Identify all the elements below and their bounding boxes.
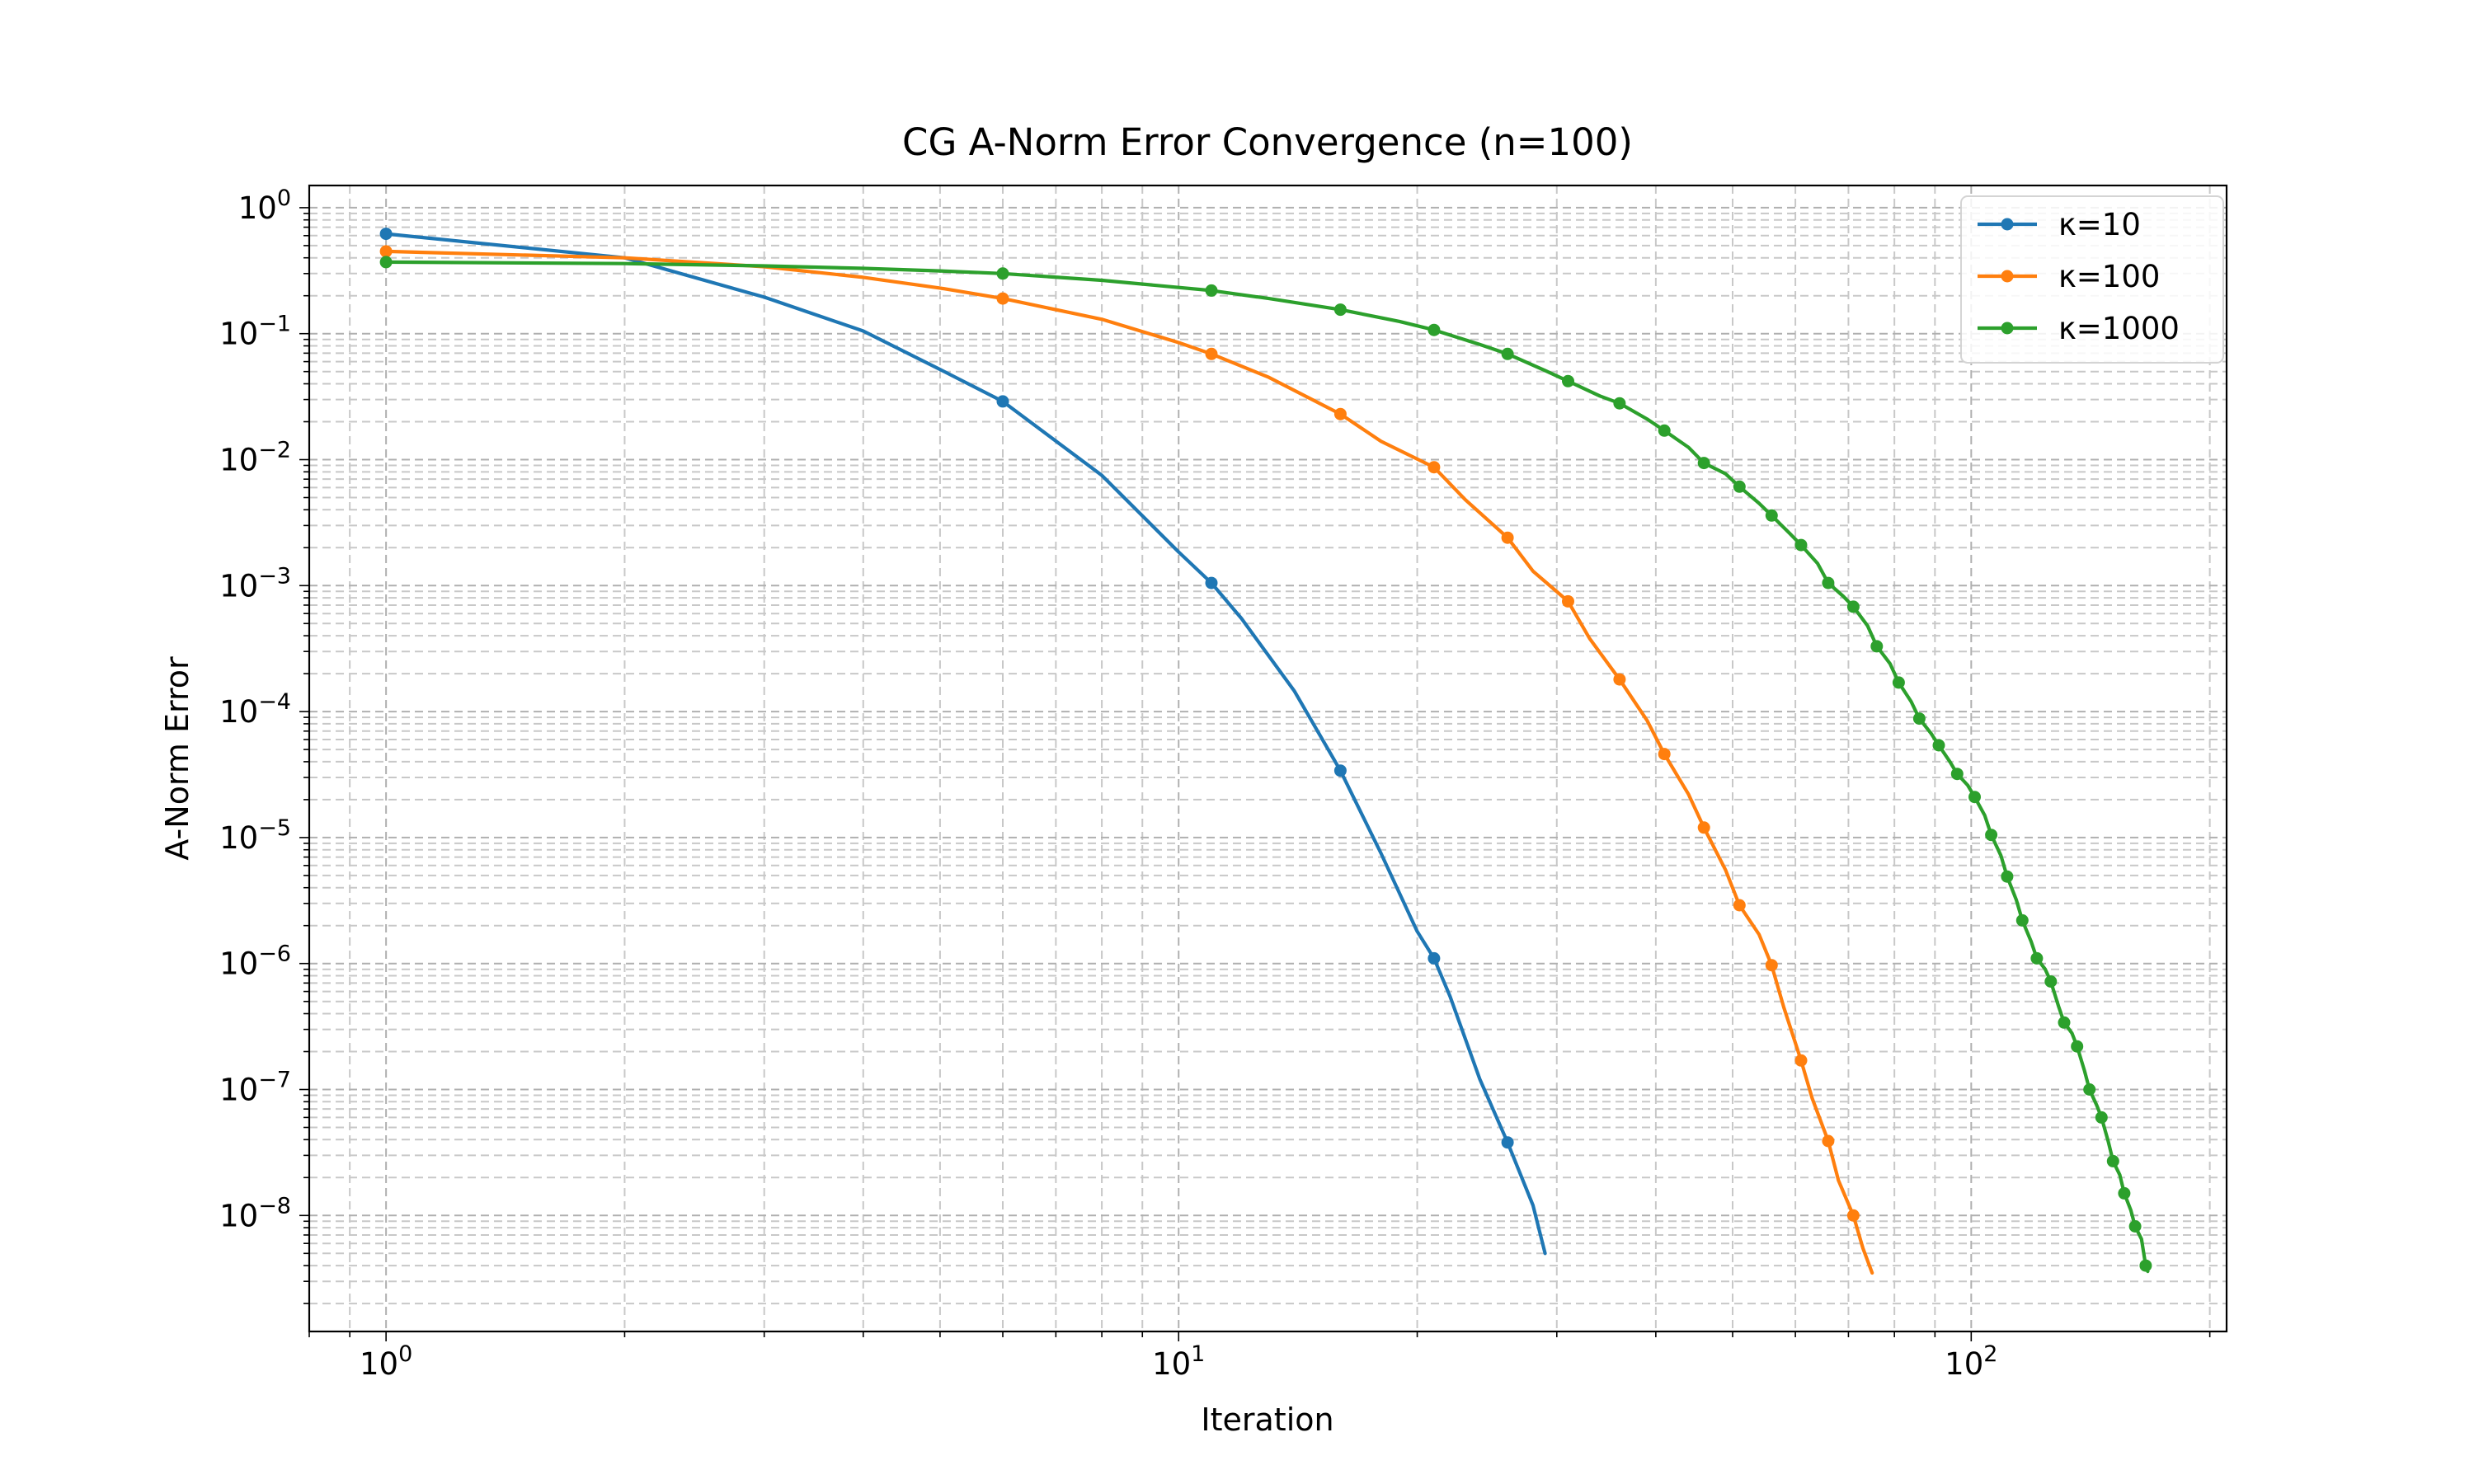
- y-tick-label: 10−1: [219, 312, 291, 352]
- data-point: [996, 267, 1009, 280]
- data-point: [379, 256, 393, 269]
- data-point: [1501, 1136, 1514, 1149]
- data-point: [1562, 594, 1574, 608]
- data-point: [1697, 457, 1710, 470]
- data-point: [1765, 959, 1778, 972]
- data-point: [1733, 480, 1746, 493]
- data-point: [2139, 1259, 2152, 1272]
- data-point: [1733, 899, 1746, 912]
- data-point: [1427, 461, 1441, 474]
- data-point: [1205, 284, 1218, 297]
- legend-marker: [2001, 322, 2014, 335]
- data-point: [1427, 323, 1441, 336]
- data-point: [2071, 1040, 2084, 1053]
- series-1: [379, 228, 1547, 1256]
- series-2: [379, 245, 1874, 1275]
- data-point: [1205, 347, 1218, 360]
- data-point: [2058, 1016, 2071, 1029]
- y-tick-label: 10−2: [219, 438, 291, 478]
- y-tick-labels: 100 10−1 10−2 10−3 10−4 10−5 10−6 10−7 10−8: [219, 186, 291, 1233]
- y-tick-label: 10−4: [219, 689, 291, 730]
- data-point: [996, 292, 1009, 305]
- data-point: [1501, 347, 1514, 360]
- data-point: [1794, 1054, 1808, 1067]
- series-line: [384, 232, 1547, 1256]
- x-tick-label: 102: [1945, 1341, 1997, 1382]
- legend-marker: [2001, 270, 2014, 283]
- legend-entry: κ=10: [1978, 207, 2141, 242]
- x-tick-label: 100: [360, 1341, 412, 1382]
- axis-ticks: [299, 207, 2211, 1341]
- series-line: [384, 249, 1874, 1275]
- data-point: [1205, 576, 1218, 589]
- data-point: [2128, 1220, 2142, 1233]
- data-point: [1697, 821, 1710, 834]
- legend-label: κ=10: [2058, 207, 2141, 242]
- y-tick-label: 10−5: [219, 815, 291, 856]
- data-point: [1613, 397, 1626, 410]
- data-point: [2118, 1186, 2131, 1200]
- data-point: [1950, 768, 1964, 781]
- data-point: [1846, 1209, 1860, 1222]
- legend-box: [1960, 195, 2224, 364]
- data-point: [1932, 739, 1945, 752]
- data-point: [1765, 509, 1778, 522]
- y-tick-label: 10−3: [219, 563, 291, 603]
- y-tick-label: 10−7: [219, 1068, 291, 1108]
- data-point: [2095, 1111, 2108, 1124]
- data-point: [2106, 1154, 2119, 1167]
- data-point: [2044, 975, 2058, 988]
- data-point: [1985, 829, 1998, 842]
- data-point: [1613, 673, 1626, 686]
- data-point: [379, 228, 393, 241]
- y-tick-label: 100: [238, 186, 291, 226]
- x-axis-label: Iteration: [1201, 1402, 1333, 1438]
- data-point: [1333, 407, 1347, 420]
- axes-frame: [308, 184, 2228, 1333]
- y-tick-label: 10−6: [219, 942, 291, 982]
- data-point: [1658, 748, 1671, 761]
- data-point: [1658, 424, 1671, 437]
- y-tick-label: 10−8: [219, 1193, 291, 1233]
- data-point: [1870, 640, 1884, 653]
- plot-series: [379, 228, 2152, 1275]
- data-point: [2015, 913, 2029, 927]
- x-tick-label: 101: [1152, 1341, 1205, 1382]
- legend-entry: κ=100: [1978, 259, 2160, 294]
- legend-entry: κ=1000: [1978, 311, 2180, 346]
- data-point: [2001, 870, 2014, 883]
- data-point: [1912, 712, 1926, 726]
- legend-marker: [2001, 218, 2014, 231]
- legend-label: κ=100: [2058, 259, 2160, 294]
- data-point: [1822, 1134, 1835, 1148]
- data-point: [1427, 951, 1441, 965]
- data-point: [1501, 531, 1514, 544]
- data-point: [1968, 791, 1981, 804]
- data-point: [2083, 1083, 2096, 1096]
- data-point: [996, 395, 1009, 408]
- series-3: [379, 256, 2152, 1274]
- data-point: [1562, 374, 1574, 387]
- data-point: [1892, 676, 1905, 689]
- data-point: [1846, 600, 1860, 613]
- y-axis-label: A-Norm Error: [159, 656, 195, 861]
- data-point: [379, 245, 393, 258]
- x-tick-labels: 100 101 102: [360, 1341, 1997, 1382]
- data-point: [1333, 764, 1347, 777]
- data-point: [1333, 303, 1347, 317]
- legend-label: κ=1000: [2058, 311, 2180, 346]
- legend: κ=10 κ=100 κ=1000: [1960, 195, 2224, 364]
- chart-title: CG A-Norm Error Convergence (n=100): [902, 120, 1633, 164]
- data-point: [2030, 951, 2044, 965]
- data-point: [1794, 538, 1808, 552]
- data-point: [1822, 576, 1835, 589]
